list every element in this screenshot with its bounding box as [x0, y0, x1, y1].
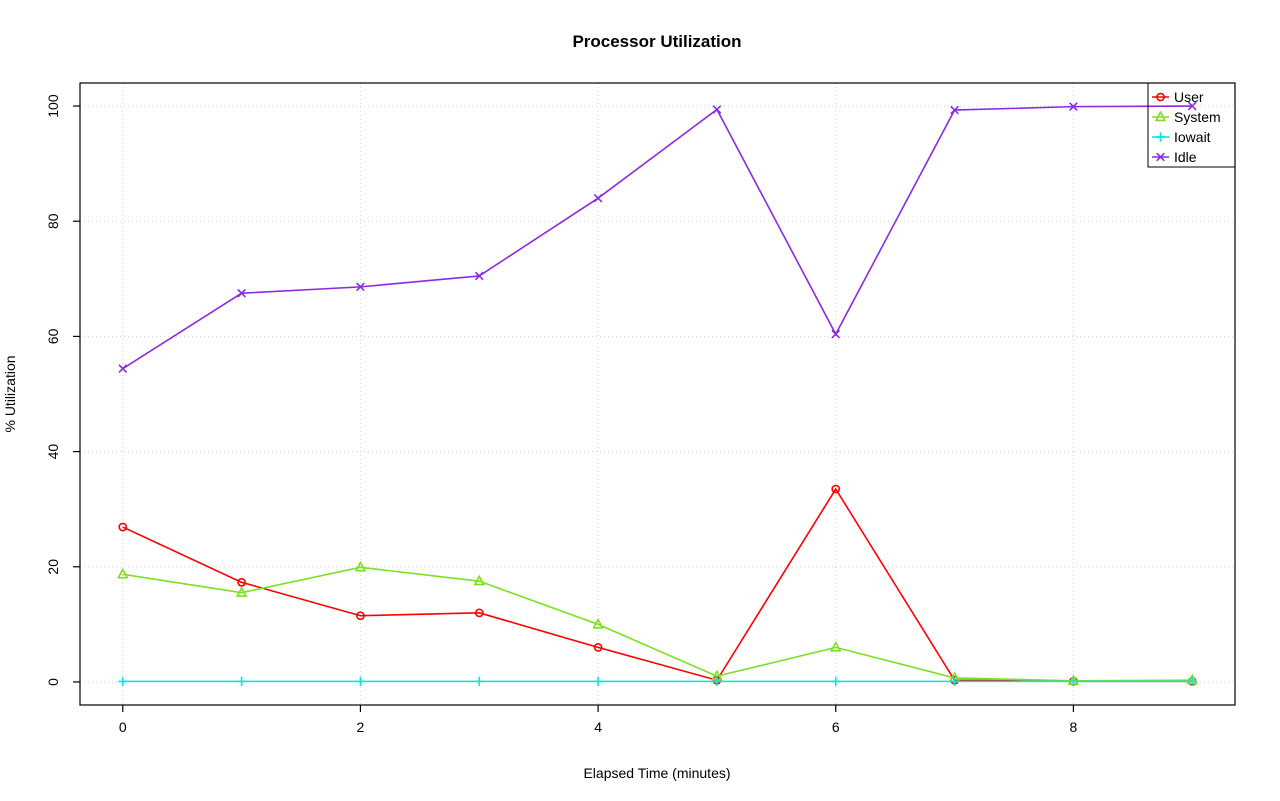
y-tick-label: 80: [45, 213, 61, 229]
x-tick-label: 4: [594, 719, 602, 735]
legend-box: [1147, 82, 1236, 168]
series-line-system: [122, 566, 1193, 682]
y-tick-label: 100: [45, 94, 61, 118]
series-idle: [118, 101, 1197, 374]
legend-label-user: User: [1174, 89, 1204, 105]
series-line-user: [122, 487, 1193, 683]
series-system: [117, 560, 1198, 686]
x-tick-label: 6: [832, 719, 840, 735]
x-tick-label: 2: [357, 719, 365, 735]
y-axis-label: % Utilization: [2, 355, 18, 432]
chart-title: Processor Utilization: [572, 32, 741, 51]
series-line-idle: [122, 105, 1193, 370]
plot-box: [79, 82, 1236, 706]
legend-label-iowait: Iowait: [1174, 129, 1211, 145]
x-tick-label: 8: [1069, 719, 1077, 735]
x-axis-label: Elapsed Time (minutes): [583, 765, 730, 781]
gridlines: [80, 83, 1235, 705]
y-tick-label: 60: [45, 328, 61, 344]
series-user: [118, 484, 1197, 686]
legend-label-system: System: [1174, 109, 1221, 125]
series-iowait: [118, 676, 1197, 686]
x-tick-label: 0: [119, 719, 127, 735]
y-axis-ticks: 0 20 40 60 80 100: [45, 94, 80, 686]
x-axis-ticks: 0 2 4 6 8: [119, 705, 1077, 735]
legend-entry-iowait: Iowait: [1152, 129, 1211, 145]
legend-entry-idle: Idle: [1152, 149, 1197, 165]
legend-label-idle: Idle: [1174, 149, 1197, 165]
legend-entry-user: User: [1152, 89, 1204, 105]
y-tick-label: 20: [45, 559, 61, 575]
legend-entry-system: System: [1152, 109, 1221, 125]
y-tick-label: 40: [45, 444, 61, 460]
y-tick-label: 0: [45, 678, 61, 686]
legend: User System Iowait Idle: [1147, 82, 1236, 168]
